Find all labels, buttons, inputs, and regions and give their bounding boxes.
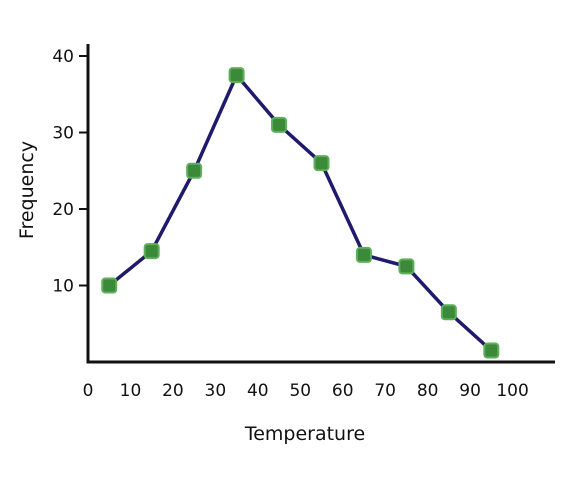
axes — [86, 44, 555, 364]
data-point-marker — [398, 258, 415, 275]
x-tick-label: 20 — [162, 381, 184, 401]
tick-labels: 10 20 30 40 0 10 20 30 40 50 60 70 80 90 100 — [52, 47, 528, 401]
y-tick-label: 40 — [52, 47, 74, 67]
x-tick-label: 50 — [289, 381, 311, 401]
data-point-marker — [271, 116, 288, 133]
x-tick-label: 0 — [83, 381, 94, 401]
x-tick-label: 60 — [332, 381, 354, 401]
x-tick-label: 30 — [205, 381, 227, 401]
x-tick-label: 100 — [496, 381, 528, 401]
y-tick-label: 30 — [52, 124, 74, 144]
data-point-marker — [143, 243, 160, 260]
data-point-marker — [228, 67, 245, 84]
y-tick-label: 10 — [52, 277, 74, 297]
data-point-marker — [440, 304, 457, 321]
data-point-marker — [313, 155, 330, 172]
y-tick-label: 20 — [52, 200, 74, 220]
x-tick-label: 80 — [417, 381, 439, 401]
x-axis-title: Temperature — [244, 423, 365, 445]
series-group — [101, 67, 500, 359]
data-point-marker — [186, 162, 203, 179]
data-point-marker — [355, 246, 372, 263]
x-tick-label: 40 — [247, 381, 269, 401]
x-tick-label: 90 — [459, 381, 481, 401]
data-point-marker — [483, 342, 500, 359]
data-point-marker — [101, 277, 118, 294]
y-axis-title: Frequency — [16, 141, 38, 239]
x-tick-label: 70 — [374, 381, 396, 401]
series-line — [107, 73, 494, 353]
x-tick-label: 10 — [120, 381, 142, 401]
